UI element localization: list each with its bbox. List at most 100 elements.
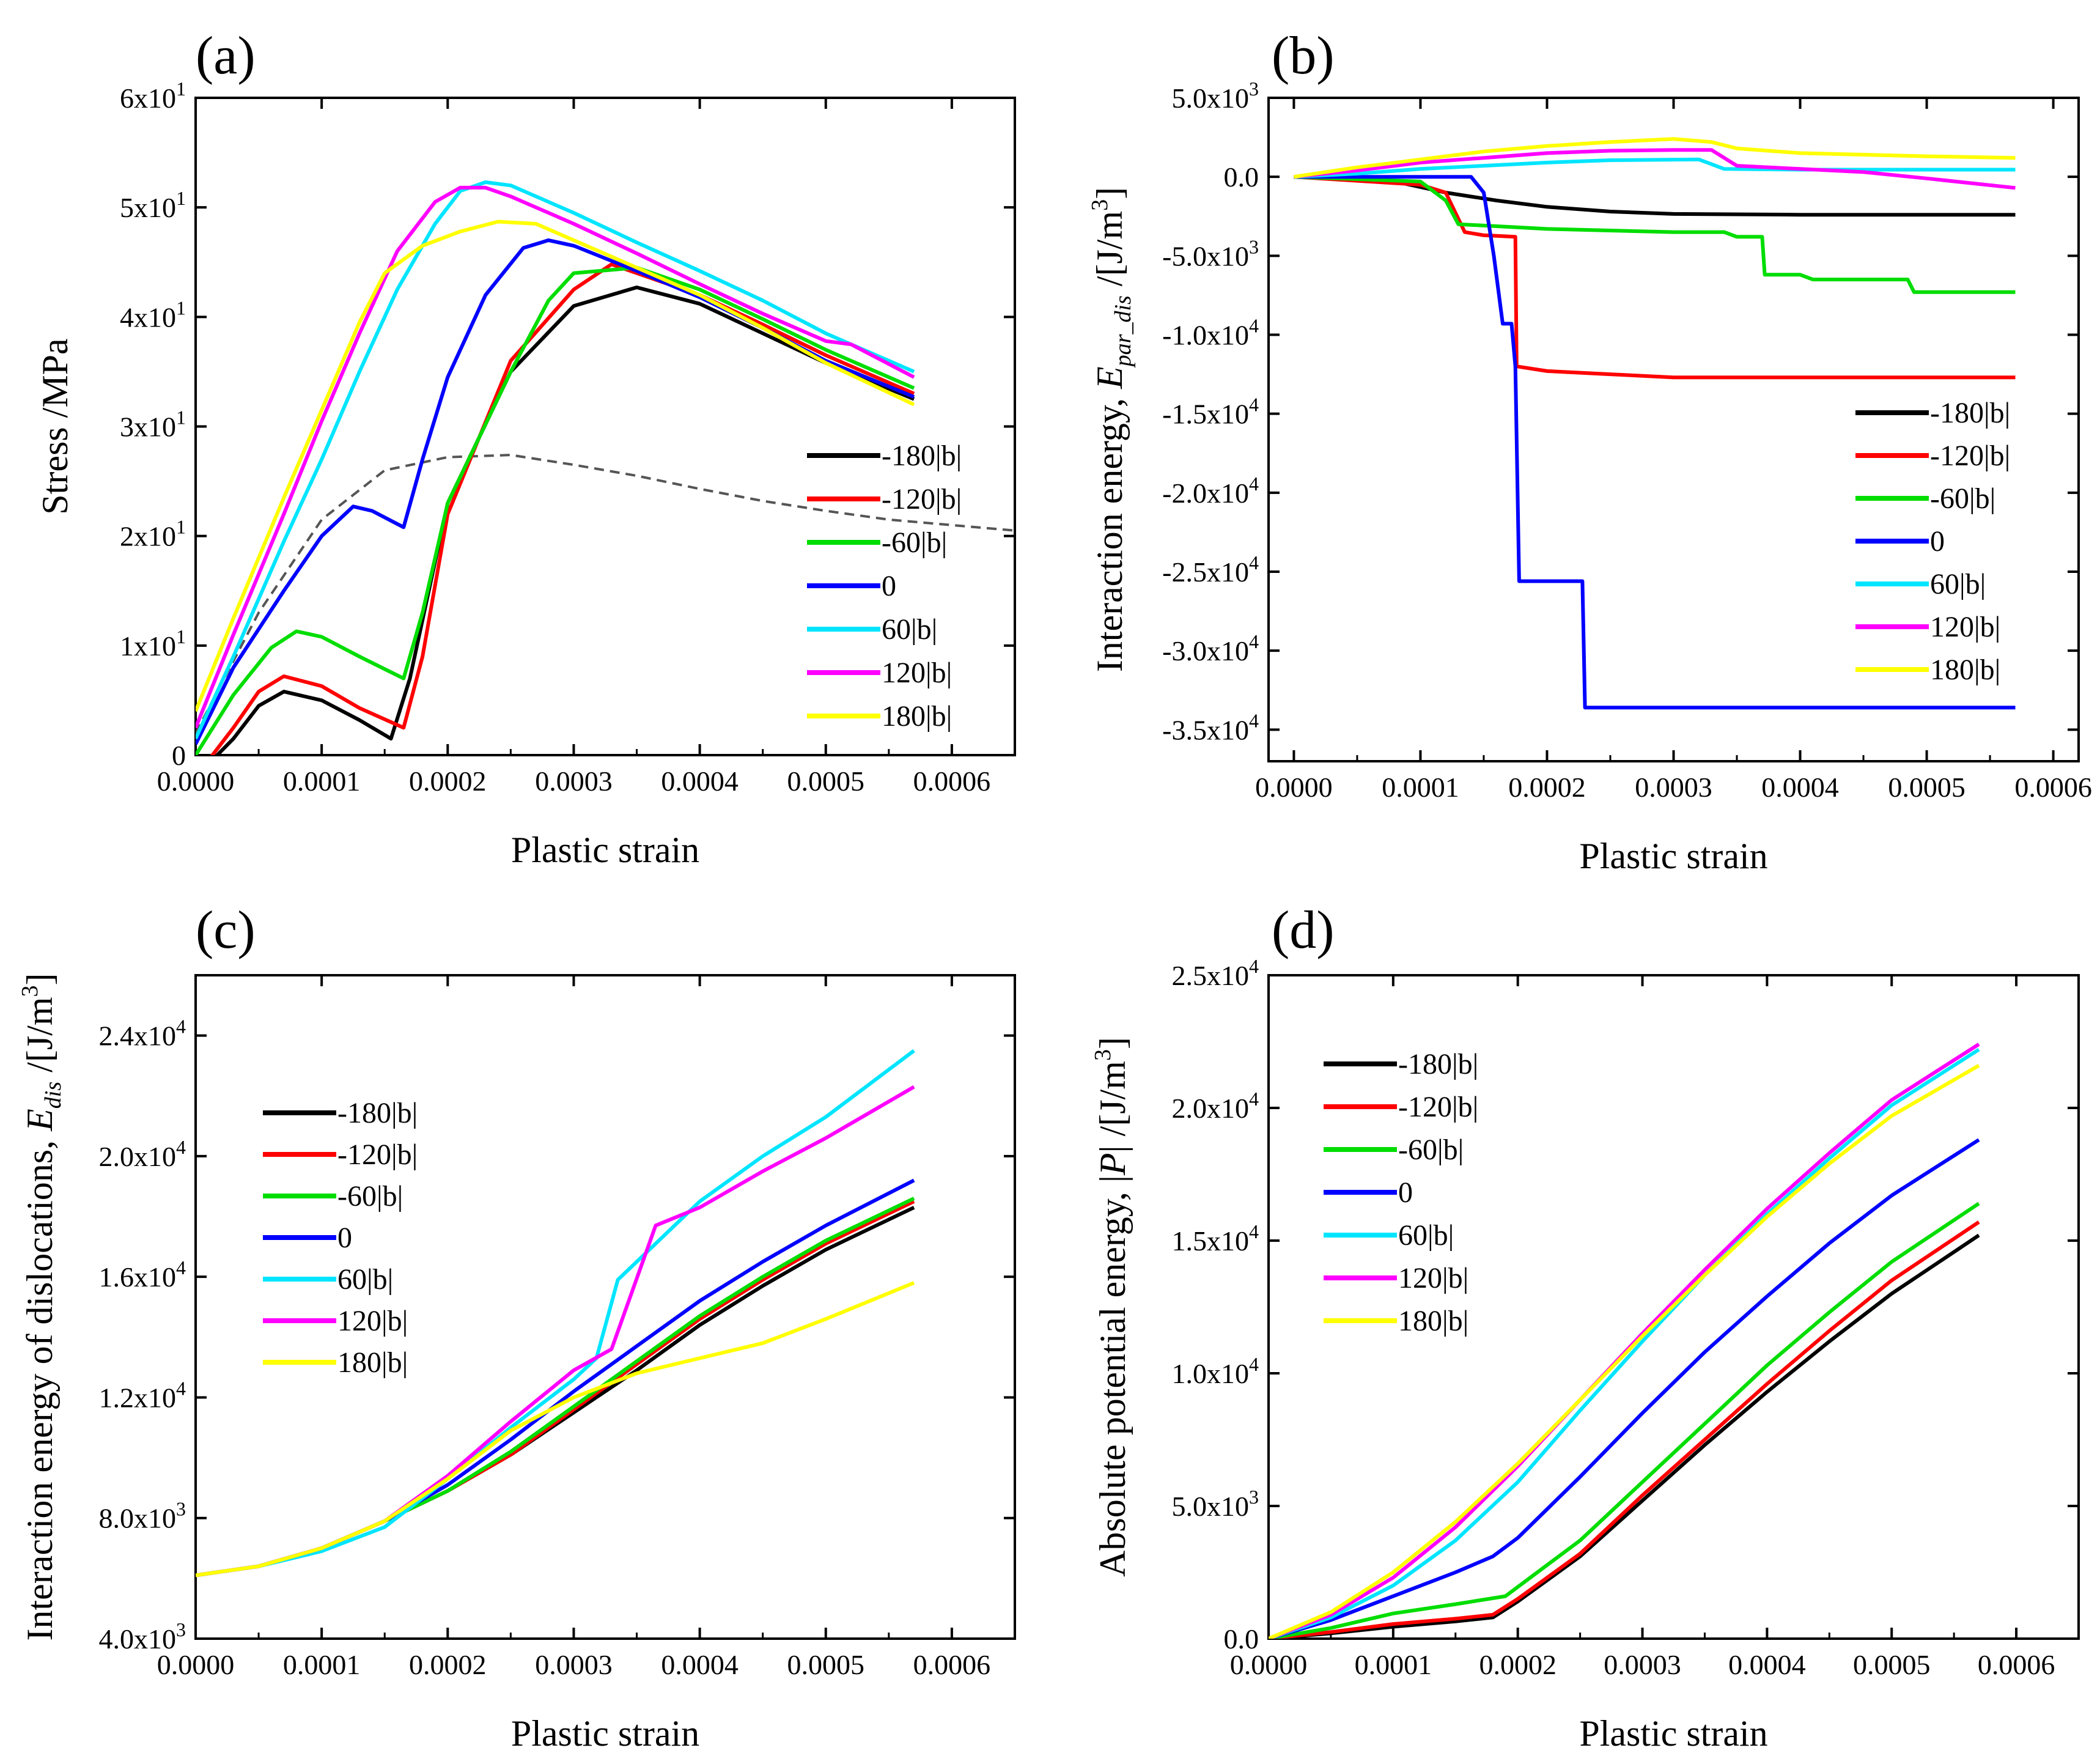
series-line-d-4: [1269, 1047, 1980, 1639]
y-tick-label-b: -1.0x104: [1162, 315, 1259, 351]
x-tick-label-d: 0.0006: [1978, 1649, 2055, 1680]
x-tick-label-d: 0.0001: [1355, 1649, 1432, 1680]
series-line-d-3: [1269, 1138, 1980, 1639]
panel-label-a: (a): [196, 26, 256, 86]
plot-frame-d: [1267, 974, 2080, 1640]
legend-label-c-2: -60|b|: [337, 1180, 403, 1212]
y-tick-label-a: 0: [172, 740, 186, 771]
x-tick-label-b: 0.0003: [1635, 772, 1712, 803]
y-tick-label-a: 1x101: [120, 626, 186, 662]
legend-label-d-1: -120|b|: [1398, 1091, 1478, 1123]
panel-label-c: (c): [196, 901, 256, 960]
legend-label-d-5: 120|b|: [1398, 1262, 1468, 1294]
y-tick-label-c: 2.4x104: [99, 1016, 186, 1052]
y-tick-label-b: -3.5x104: [1162, 709, 1259, 745]
y-tick-label-a: 6x101: [120, 78, 186, 114]
legend-label-c-5: 120|b|: [337, 1305, 408, 1337]
x-tick-label-d: 0.0002: [1479, 1649, 1557, 1680]
legend-label-b-6: 180|b|: [1930, 654, 2000, 686]
x-tick-label-a: 0.0006: [913, 766, 991, 797]
legend-label-a-2: -60|b|: [882, 526, 947, 559]
panel-b: (b) 0.0000 0.0001 0.0002 0.0003 0.0004 0.0005 0…: [1087, 26, 2092, 876]
series-line-a-5: [196, 185, 915, 729]
x-tick-label-a: 0.0000: [157, 766, 235, 797]
series-line-d-6: [1269, 1064, 1980, 1639]
legend-label-b-0: -180|b|: [1930, 397, 2010, 429]
y-tick-label-a: 4x101: [120, 297, 186, 333]
legend-label-b-1: -120|b|: [1930, 440, 2010, 472]
x-tick-label-a: 0.0004: [661, 766, 739, 797]
legend-label-c-6: 180|b|: [337, 1346, 408, 1379]
x-tick-label-a: 0.0003: [535, 766, 613, 797]
legend-label-a-5: 120|b|: [882, 657, 952, 689]
legend-label-d-6: 180|b|: [1398, 1305, 1468, 1337]
legend-label-a-1: -120|b|: [882, 483, 962, 515]
y-tick-label-b: 5.0x103: [1172, 78, 1259, 114]
legend-label-a-6: 180|b|: [882, 700, 952, 733]
x-tick-label-c: 0.0002: [409, 1649, 487, 1680]
series-line-c-4: [196, 1049, 915, 1578]
x-tick-label-c: 0.0003: [535, 1649, 613, 1680]
panel-label-b: (b): [1272, 26, 1335, 86]
panel-d: (d) 0.0000 0.0001 0.0002 0.0003 0.0004 0.0005 0…: [1090, 901, 2080, 1754]
legend-label-c-3: 0: [337, 1222, 352, 1254]
x-tick-label-a: 0.0001: [283, 766, 361, 797]
x-tick-label-c: 0.0004: [661, 1649, 739, 1680]
y-tick-label-d: 1.0x104: [1172, 1353, 1259, 1389]
x-axis-title-c: Plastic strain: [511, 1713, 699, 1754]
x-tick-label-c: 0.0001: [283, 1649, 361, 1680]
y-axis-title-a: Stress /MPa: [35, 338, 75, 514]
y-tick-label-b: -5.0x103: [1162, 235, 1259, 271]
x-tick-label-b: 0.0006: [2014, 772, 2092, 803]
series-line-c-6: [196, 1281, 915, 1578]
x-tick-label-b: 0.0000: [1255, 772, 1333, 803]
series-line-d-2: [1269, 1201, 1980, 1639]
y-tick-label-b: -2.5x104: [1162, 552, 1259, 588]
legend-label-b-5: 120|b|: [1930, 611, 2000, 643]
plot-frame-c: [194, 974, 1016, 1640]
legend-label-c-1: -120|b|: [337, 1138, 418, 1171]
x-axis-title-d: Plastic strain: [1579, 1713, 1767, 1754]
series-line-a-2: [196, 265, 915, 755]
panel-a: (a) 0.0000 0.0001 0.0002 0.0003 0.0004 0.0005 0…: [35, 26, 1016, 870]
y-tick-label-d: 5.0x103: [1172, 1486, 1259, 1522]
x-tick-label-a: 0.0005: [787, 766, 865, 797]
y-tick-label-c: 2.0x104: [99, 1136, 186, 1172]
y-tick-label-a: 3x101: [120, 407, 186, 443]
series-line-b-3: [1294, 175, 2016, 710]
y-axis-title-c: Interaction energy of dislocations, Edis…: [17, 973, 66, 1641]
y-tick-label-d: 1.5x104: [1172, 1220, 1259, 1257]
legend-label-c-4: 60|b|: [337, 1263, 393, 1296]
series-line-b-4: [1294, 157, 2016, 179]
legend-label-b-2: -60|b|: [1930, 482, 1995, 515]
x-tick-label-b: 0.0005: [1888, 772, 1966, 803]
x-tick-label-c: 0.0006: [913, 1649, 991, 1680]
legend-label-d-3: 0: [1398, 1176, 1413, 1209]
panel-label-d: (d): [1272, 901, 1335, 960]
x-tick-label-b: 0.0004: [1761, 772, 1839, 803]
legend-label-b-3: 0: [1930, 525, 1945, 558]
legend-label-d-4: 60|b|: [1398, 1219, 1454, 1252]
legend-label-a-0: -180|b|: [882, 440, 962, 472]
y-axis-title-b: Interaction energy, Epar_dis /[J/m3]: [1087, 187, 1136, 672]
y-tick-label-b: -3.0x104: [1162, 630, 1259, 666]
legend-label-a-4: 60|b|: [882, 613, 937, 646]
series-line-d-0: [1269, 1233, 1980, 1639]
x-tick-label-c: 0.0005: [787, 1649, 865, 1680]
legend-label-d-0: -180|b|: [1398, 1048, 1478, 1080]
legend-label-b-4: 60|b|: [1930, 568, 1986, 600]
x-tick-label-d: 0.0004: [1728, 1649, 1806, 1680]
x-tick-label-c: 0.0000: [157, 1649, 235, 1680]
y-tick-label-c: 1.6x104: [99, 1257, 186, 1293]
x-axis-title-b: Plastic strain: [1579, 836, 1767, 876]
y-tick-label-b: 0.0: [1224, 161, 1259, 193]
series-line-b-1: [1294, 175, 2016, 380]
x-axis-title-a: Plastic strain: [511, 830, 699, 870]
y-axis-title-d: Absolute potential energy, |P| /[J/m3]: [1090, 1037, 1133, 1577]
y-tick-label-a: 5x101: [120, 187, 186, 223]
y-tick-label-c: 8.0x103: [99, 1498, 186, 1534]
y-tick-label-d: 2.0x104: [1172, 1088, 1259, 1124]
series-line-b-5: [1294, 148, 2016, 190]
